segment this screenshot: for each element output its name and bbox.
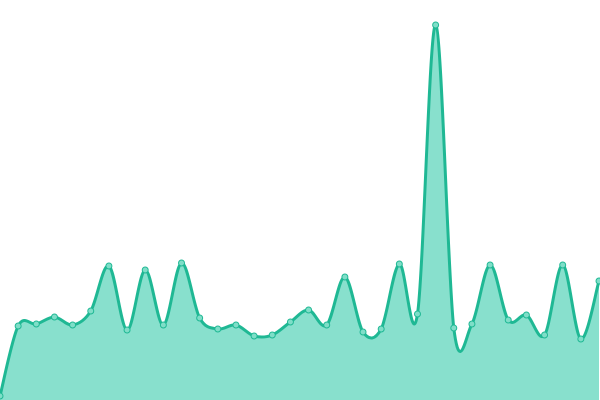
data-point [32,320,40,328]
data-point [305,306,313,314]
data-point [468,320,476,328]
data-point [87,307,95,315]
data-point [286,318,294,326]
data-point [486,261,494,269]
data-point [559,261,567,269]
data-point [196,314,204,322]
data-point [105,262,113,270]
data-point [432,21,440,29]
data-point [595,277,600,285]
data-point [69,321,77,329]
data-point [250,332,258,340]
data-point [577,335,585,343]
data-point [413,310,421,318]
data-point [232,321,240,329]
data-point [178,259,186,267]
data-point [450,324,458,332]
area-fill [0,24,599,400]
data-point [141,266,149,274]
data-point [123,326,131,334]
data-point [522,311,530,319]
data-point [541,331,549,339]
data-point [395,260,403,268]
data-point [50,313,58,321]
data-point [377,325,385,333]
data-point [323,321,331,329]
data-point [159,321,167,329]
data-point [268,331,276,339]
data-point [14,322,22,330]
data-point [504,316,512,324]
data-point [0,392,4,400]
data-point [341,273,349,281]
data-point [214,325,222,333]
data-point [359,328,367,336]
